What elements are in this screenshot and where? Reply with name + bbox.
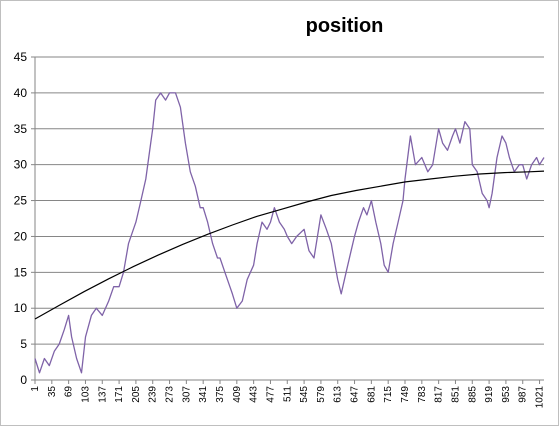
x-tick-label: 307 [181, 386, 192, 403]
y-tick-label: 0 [20, 373, 27, 387]
x-tick-label: 647 [350, 386, 361, 403]
x-tick-label: 613 [333, 386, 344, 403]
x-tick-label: 69 [64, 386, 75, 398]
x-tick-label: 749 [400, 386, 411, 403]
x-tick-label: 273 [165, 386, 176, 403]
grid-layer [35, 56, 544, 345]
x-tick-label: 443 [249, 386, 260, 403]
y-tick-label: 35 [14, 122, 28, 136]
x-tick-label: 1021 [535, 386, 546, 409]
x-tick-label: 205 [131, 386, 142, 403]
x-tick-label: 409 [232, 386, 243, 403]
x-tick-label: 239 [148, 386, 159, 403]
x-tick-label: 851 [450, 386, 461, 403]
series-line [34, 92, 545, 374]
y-tick-labels: 0 5 10 15 20 25 30 35 40 45 [14, 50, 28, 387]
x-tick-label: 103 [80, 386, 91, 403]
x-tick-label: 681 [366, 386, 377, 403]
x-tick-label: 341 [198, 386, 209, 403]
series-layer [34, 92, 545, 374]
x-tick-label: 919 [484, 386, 495, 403]
y-tick-label: 45 [14, 50, 28, 64]
x-tick-label: 511 [282, 386, 293, 402]
x-tick-label: 817 [434, 386, 445, 403]
trendline [34, 170, 545, 320]
y-tick-label: 20 [14, 229, 28, 243]
x-tick-label: 375 [215, 386, 226, 403]
axes-layer [31, 56, 544, 384]
chart-title: position [305, 15, 384, 37]
x-tick-label: 1 [30, 386, 41, 392]
y-tick-label: 30 [14, 158, 28, 172]
x-tick-label: 171 [114, 386, 125, 403]
x-tick-label: 137 [97, 386, 108, 403]
x-tick-label: 885 [467, 386, 478, 403]
y-tick-label: 10 [14, 301, 28, 315]
x-tick-labels: 1 35 69 103 137 171 205 239 273 307 341 375 409 443 47… [30, 386, 546, 409]
y-tick-label: 25 [14, 194, 28, 208]
x-tick-label: 579 [316, 386, 327, 403]
x-tick-label: 545 [299, 386, 310, 403]
x-tick-label: 783 [417, 386, 428, 403]
x-tick-label: 715 [383, 386, 394, 403]
x-tick-label: 35 [47, 386, 58, 398]
x-tick-label: 953 [501, 386, 512, 403]
y-tick-label: 40 [14, 86, 28, 100]
y-tick-label: 5 [20, 337, 27, 351]
y-tick-label: 15 [14, 265, 28, 279]
x-tick-label: 477 [265, 386, 276, 403]
x-tick-label: 987 [518, 386, 529, 403]
